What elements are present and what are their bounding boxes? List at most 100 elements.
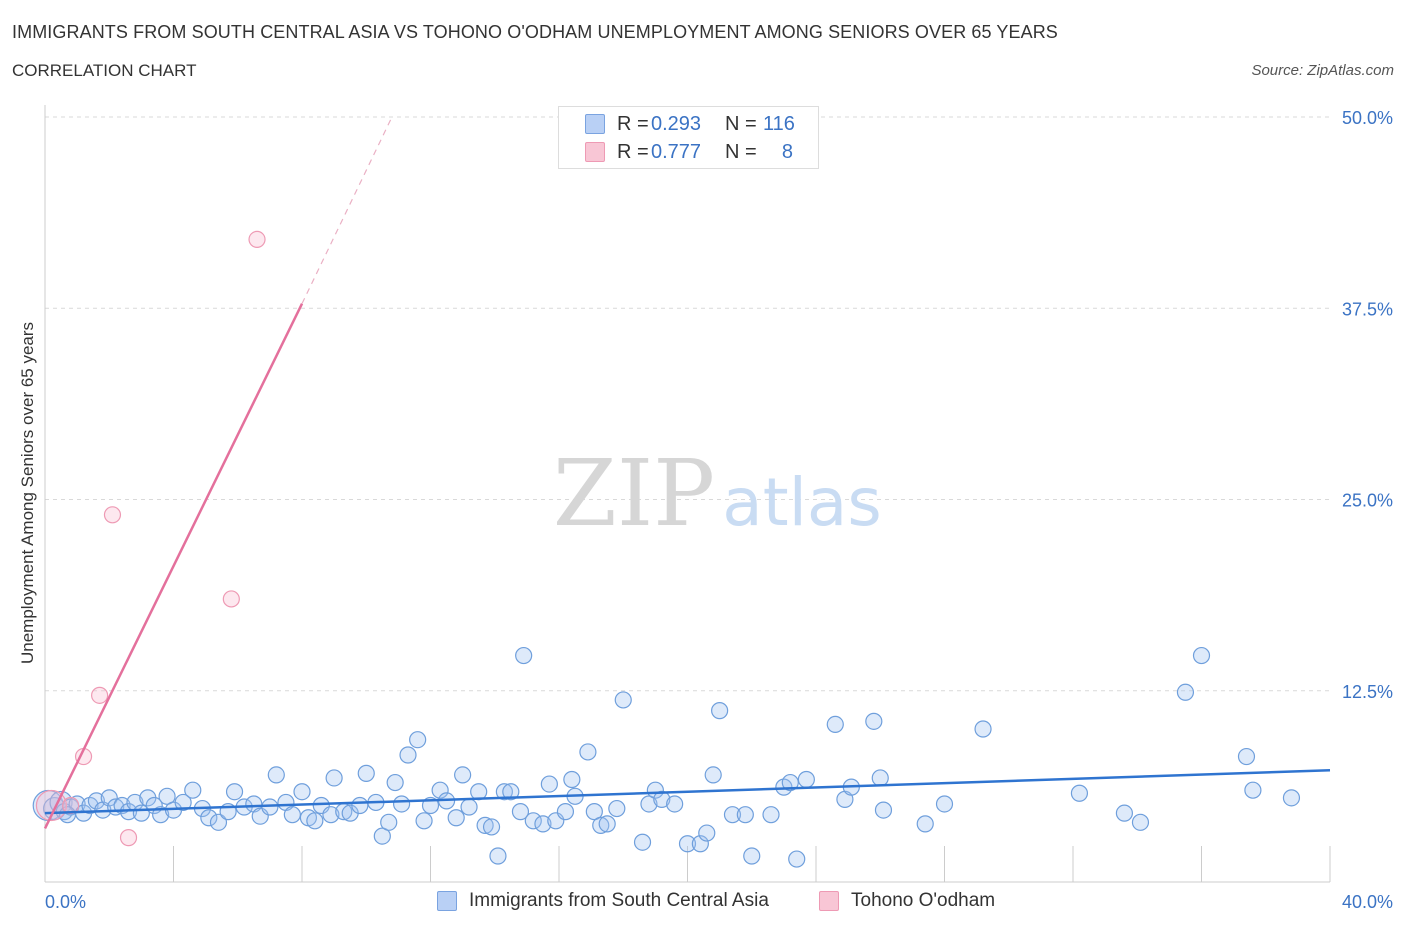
data-point-immigrants [158,787,176,805]
watermark-zip: ZIP [553,440,715,547]
data-point-immigrants [152,806,170,824]
data-point-immigrants [698,824,716,842]
watermark: ZIP atlas [553,440,882,547]
legend-r-label: R = [617,140,649,163]
data-point-immigrants [1070,784,1089,802]
data-point-immigrants [556,803,575,821]
data-point-immigrants [502,783,520,801]
data-point-immigrants [608,799,626,818]
data-point-tohono [222,590,240,608]
x-tick-label: 40.0% [1342,892,1393,912]
data-point-immigrants [1282,789,1301,807]
data-point-immigrants [666,795,684,813]
data-point-immigrants [476,816,494,834]
data-point-immigrants [646,781,664,799]
data-point-immigrants [579,743,597,761]
stats-legend: R = 0.293 N = 116 R = 0.777 N = 8 [558,106,819,169]
data-point-tohono [91,686,109,704]
legend-swatch-pink [585,142,605,162]
data-point-immigrants [743,847,761,865]
y-axis-label: Unemployment Among Seniors over 65 years [18,321,37,665]
trend-line-immigrants [44,769,1331,815]
data-point-immigrants [865,712,883,730]
data-point-immigrants [826,715,844,734]
bottom-legend-label: Tohono O'odham [851,890,996,911]
data-point-immigrants [640,795,658,813]
series-tohono-points [35,230,266,847]
data-point-immigrants [534,815,552,833]
y-tick-label: 37.5% [1342,299,1393,319]
legend-r-value: 0.293 [651,112,702,135]
data-point-immigrants [399,746,417,764]
data-point-immigrants [1192,646,1211,665]
data-point-immigrants [225,783,244,801]
bottom-legend-label: Immigrants from South Central Asia [469,890,769,911]
data-point-immigrants [386,773,404,792]
data-point-immigrants [200,809,218,827]
y-tick-label: 25.0% [1342,491,1393,511]
data-point-immigrants [633,833,652,851]
data-point-immigrants [267,766,285,784]
chart-subtitle: CORRELATION CHART [12,61,197,80]
chart-title: IMMIGRANTS FROM SOUTH CENTRAL ASIA VS TO… [12,22,1058,42]
data-point-immigrants [1131,813,1150,831]
data-point-immigrants [585,803,603,821]
data-point-immigrants [325,769,343,787]
data-point-immigrants [540,775,558,793]
legend-n-label: N = [725,112,757,135]
data-point-immigrants [592,816,610,834]
bottom-legend-swatch-blue [437,891,457,911]
data-point-immigrants [1244,781,1262,799]
data-point-immigrants [174,793,192,812]
data-point-immigrants [797,770,815,789]
data-point-immigrants [524,812,542,830]
data-point-immigrants [781,773,799,792]
y-tick-label: 12.5% [1342,682,1393,702]
data-point-immigrants [482,818,501,836]
data-point-immigrants [380,813,398,831]
data-point-immigrants [415,812,433,830]
trend-line-tohono [43,303,304,829]
data-point-immigrants [511,803,530,821]
data-point-immigrants [598,815,616,833]
data-point-tohono [248,230,266,248]
grid-lines [45,116,1330,692]
data-point-immigrants [736,806,754,824]
data-point-immigrants [351,796,369,815]
data-point-immigrants [563,770,581,789]
legend-n-value: 116 [763,112,795,135]
data-point-immigrants [874,801,893,819]
y-tick-label: 50.0% [1342,108,1393,128]
data-point-immigrants [431,781,449,799]
trend-lines [43,116,1331,829]
data-point-immigrants [1176,683,1195,701]
source-credit: Source: ZipAtlas.com [1251,62,1394,79]
data-point-immigrants [293,783,311,801]
data-point-immigrants [711,702,729,720]
data-point-immigrants [322,806,340,824]
bottom-legend-immigrants: Immigrants from South Central Asia [437,890,769,912]
watermark-atlas: atlas [722,464,882,541]
x-tick-label: 0.0% [45,892,86,912]
data-point-immigrants [306,812,324,830]
data-point-immigrants [454,766,472,784]
data-point-immigrants [1115,804,1134,822]
legend-swatch-blue [585,114,605,134]
axes [44,105,1331,883]
series-immigrants-points [32,646,1301,868]
legend-row-immigrants: R = 0.293 N = 116 [585,112,795,136]
data-point-immigrants [762,806,780,824]
legend-row-tohono: R = 0.777 N = 8 [585,140,793,164]
data-point-immigrants [373,827,391,845]
data-point-immigrants [87,792,106,810]
data-point-immigrants [409,731,427,749]
legend-n-value: 8 [781,140,793,163]
data-point-immigrants [935,795,954,813]
trend-line-tohono-extension [301,116,393,304]
data-point-immigrants [1237,747,1256,766]
data-point-immigrants [974,720,992,738]
data-point-immigrants [723,806,742,824]
tick-labels: 12.5% 25.0% 37.5% 50.0% 0.0% 40.0% [45,108,1393,912]
data-point-immigrants [489,847,507,865]
